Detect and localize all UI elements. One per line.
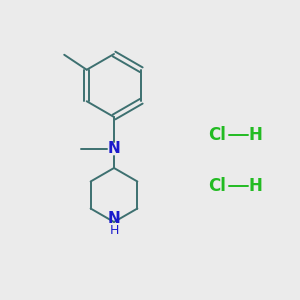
Text: H: H [249, 177, 262, 195]
Text: H: H [109, 224, 119, 237]
Text: Cl: Cl [208, 177, 226, 195]
Text: H: H [249, 126, 262, 144]
Text: N: N [108, 211, 120, 226]
Text: Cl: Cl [208, 126, 226, 144]
Text: N: N [108, 141, 120, 156]
